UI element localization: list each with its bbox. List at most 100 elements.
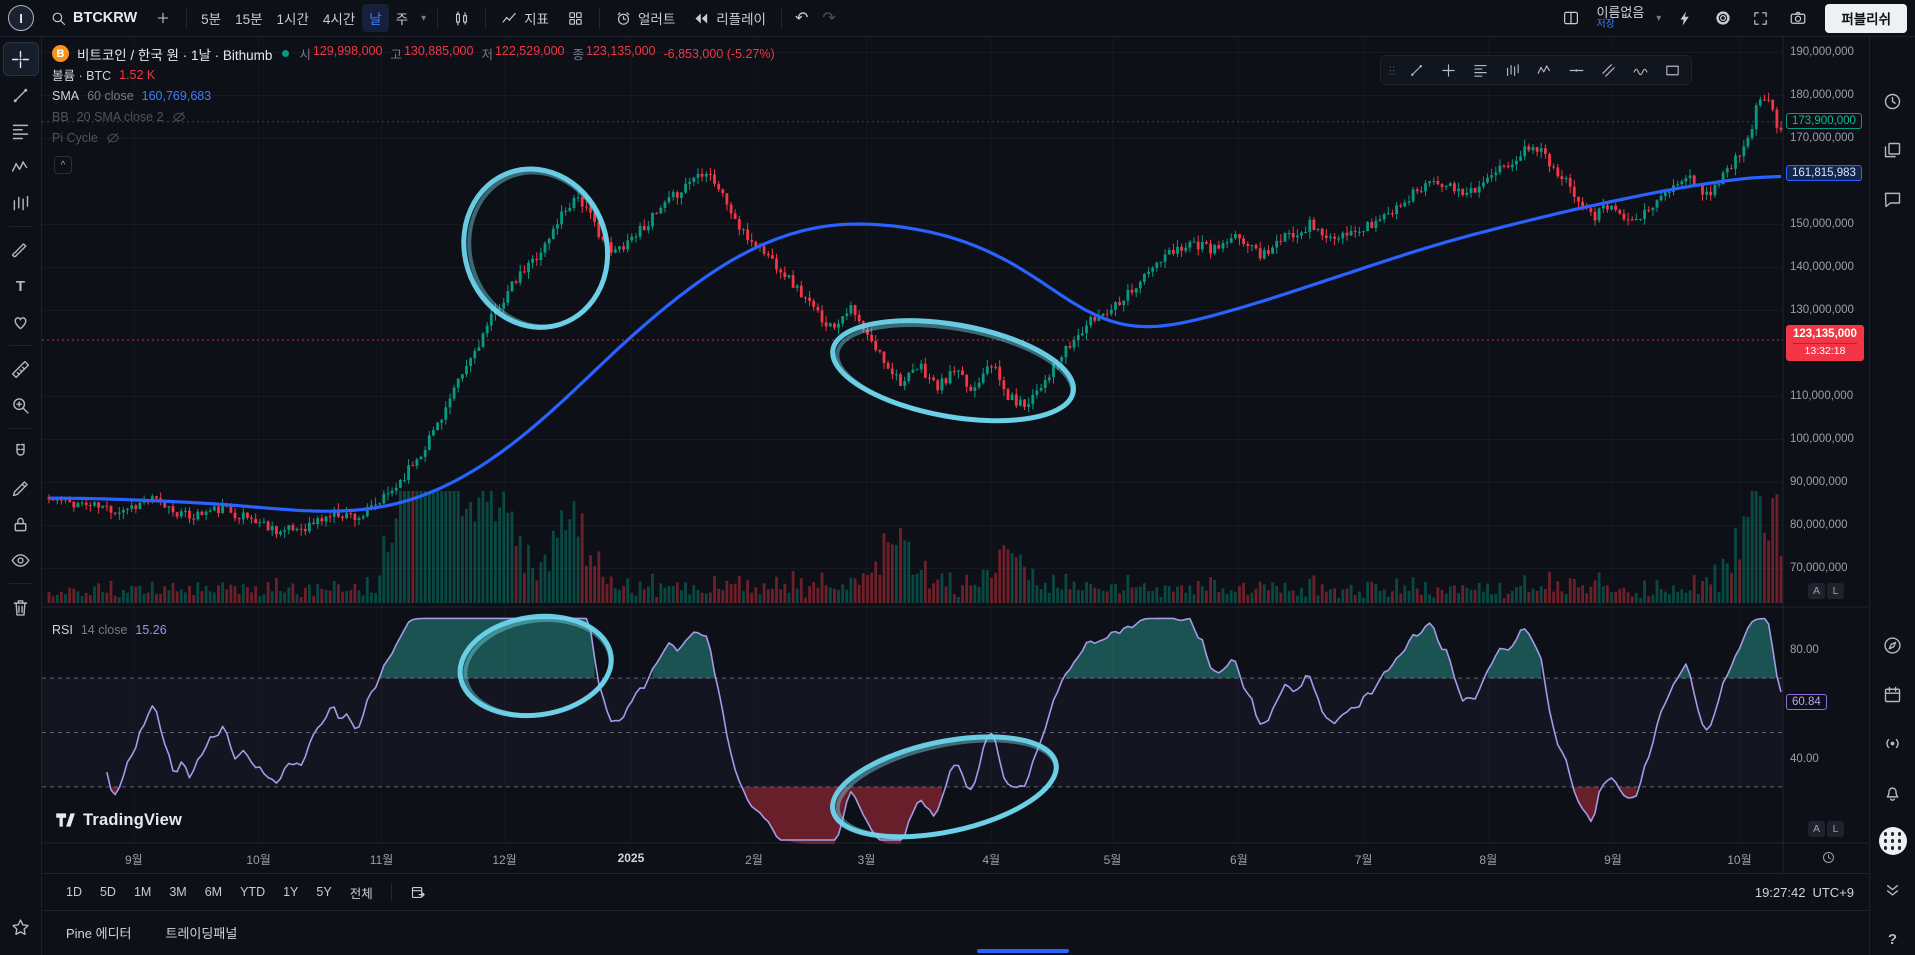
auto-scale-button[interactable]: A xyxy=(1808,583,1825,599)
fav-horizontal-line[interactable] xyxy=(1561,57,1591,83)
sidebar-streams[interactable] xyxy=(1876,727,1910,759)
rsi-label[interactable]: RSI xyxy=(52,622,73,637)
fav-wave-pattern[interactable] xyxy=(1529,57,1559,83)
layout-select-button[interactable] xyxy=(1554,4,1588,32)
alert-price-label: 173,900,000 xyxy=(1786,112,1862,129)
interval-button-5[interactable]: 날 xyxy=(362,4,389,32)
sidebar-calendar[interactable] xyxy=(1876,678,1910,710)
timezone-clock-icon[interactable] xyxy=(1821,850,1836,865)
layout-menu-button[interactable]: ▾ xyxy=(1652,13,1665,24)
fav-trend-line[interactable] xyxy=(1401,57,1431,83)
range-button-1M[interactable]: 1M xyxy=(126,882,159,902)
panel-resize-accent[interactable] xyxy=(977,949,1069,953)
range-button-5Y[interactable]: 5Y xyxy=(308,882,339,902)
symbol-title[interactable]: 비트코인 / 한국 원 · 1날 · Bithumb xyxy=(77,47,273,63)
measure-tool[interactable] xyxy=(4,353,38,385)
layout-name-button[interactable]: 이름없음 저장 xyxy=(1592,6,1648,30)
fav-bars-pattern[interactable] xyxy=(1497,57,1527,83)
zoom-tool[interactable] xyxy=(4,389,38,421)
emoji-tool[interactable] xyxy=(4,306,38,338)
fav-wave[interactable] xyxy=(1625,57,1655,83)
redo-button[interactable]: ↷ xyxy=(816,8,841,28)
eye-off-icon[interactable] xyxy=(106,131,120,145)
magnet-tool[interactable] xyxy=(4,436,38,468)
fullscreen-button[interactable] xyxy=(1744,4,1777,32)
sidebar-notifications[interactable] xyxy=(1876,776,1910,808)
sidebar-chat[interactable] xyxy=(1876,183,1910,215)
stay-in-drawing-mode-tool[interactable] xyxy=(4,472,38,504)
time-axis[interactable]: 9월 10월 11월 12월 2025 2월 3월 4월 5월 6월 7월 8월 9월 10월 xyxy=(42,843,1868,873)
auto-scale-button[interactable]: A xyxy=(1808,821,1825,837)
rsi-tick: 80.00 xyxy=(1790,644,1819,656)
log-scale-button[interactable]: L xyxy=(1827,821,1844,837)
sidebar-object-tree[interactable] xyxy=(1876,134,1910,166)
bb-label[interactable]: BB xyxy=(52,109,69,124)
sidebar-collapse[interactable] xyxy=(1876,874,1910,906)
fav-rectangle[interactable] xyxy=(1657,57,1687,83)
price-axis[interactable]: 190,000,000 180,000,000 170,000,000 150,000… xyxy=(1783,37,1868,873)
crosshair-tool[interactable] xyxy=(2,42,39,76)
sma-label[interactable]: SMA xyxy=(52,88,80,103)
volume-label[interactable]: 볼륨 · BTC xyxy=(52,69,112,83)
interval-menu-button[interactable]: ▾ xyxy=(417,13,430,24)
brush-tool[interactable] xyxy=(4,234,38,266)
eye-off-icon[interactable] xyxy=(172,110,186,124)
publish-button[interactable]: 퍼블리쉬 xyxy=(1825,3,1907,33)
chart-canvas[interactable] xyxy=(42,37,1868,873)
range-button-1D[interactable]: 1D xyxy=(58,882,90,902)
session-clock[interactable]: 19:27:42 xyxy=(1754,884,1806,900)
interval-button-3[interactable]: 1시간 xyxy=(270,4,316,32)
chart-type-button[interactable] xyxy=(445,4,478,32)
lock-drawings-tool[interactable] xyxy=(4,508,38,540)
pi-cycle-label[interactable]: Pi Cycle xyxy=(52,130,98,145)
range-button-전체[interactable]: 전체 xyxy=(342,880,381,905)
sidebar-help[interactable]: ? xyxy=(1876,923,1910,955)
pattern-tool[interactable] xyxy=(4,151,38,183)
interval-button-4[interactable]: 4시간 xyxy=(316,4,362,32)
range-button-YTD[interactable]: YTD xyxy=(232,882,273,902)
indicators-button[interactable]: 지표 xyxy=(493,4,557,32)
interval-button-2[interactable]: 15분 xyxy=(228,4,269,32)
timezone-label[interactable]: UTC+9 xyxy=(1812,884,1854,900)
fav-parallel-channel[interactable] xyxy=(1593,57,1623,83)
snapshot-button[interactable] xyxy=(1781,4,1815,32)
range-button-3M[interactable]: 3M xyxy=(161,882,194,902)
undo-button[interactable]: ↶ xyxy=(789,8,814,28)
trend-line-tool[interactable] xyxy=(4,79,38,111)
favorites-drawing-toolbar[interactable] xyxy=(1380,55,1692,85)
symbol-label: BTCKRW xyxy=(73,10,138,26)
sidebar-alerts[interactable] xyxy=(1876,85,1910,117)
favorites-star-button[interactable] xyxy=(4,911,38,943)
remove-drawings-tool[interactable] xyxy=(4,591,38,623)
range-button-6M[interactable]: 6M xyxy=(197,882,230,902)
text-tool[interactable]: T xyxy=(4,270,38,302)
compare-add-button[interactable] xyxy=(147,4,179,32)
alert-button[interactable]: 얼러트 xyxy=(607,4,683,32)
replay-button[interactable]: 리플레이 xyxy=(685,4,774,32)
symbol-search-button[interactable]: BTCKRW xyxy=(42,4,145,32)
interval-button-6[interactable]: 주 xyxy=(389,4,415,32)
indicator-templates-button[interactable] xyxy=(559,4,592,32)
sidebar-apps[interactable] xyxy=(1876,825,1910,857)
legend-collapse-button[interactable]: ^ xyxy=(54,156,72,174)
goto-date-button[interactable] xyxy=(402,878,435,906)
settings-button[interactable] xyxy=(1706,4,1740,32)
annotation-ellipses[interactable] xyxy=(443,150,1081,854)
panel-tab-2[interactable]: 트레이딩패널 xyxy=(166,923,238,942)
interval-button-1[interactable]: 5분 xyxy=(194,4,228,32)
fav-drag-handle[interactable] xyxy=(1385,57,1399,83)
fib-retracement-tool[interactable] xyxy=(4,115,38,147)
tradingview-logo[interactable]: TradingView xyxy=(54,809,182,831)
indicators-icon xyxy=(502,12,516,23)
panel-tab-1[interactable]: Pine 에디터 xyxy=(66,923,132,942)
range-button-5D[interactable]: 5D xyxy=(92,882,124,902)
fav-cross-line[interactable] xyxy=(1433,57,1463,83)
sidebar-explore[interactable] xyxy=(1876,629,1910,661)
hide-drawings-tool[interactable] xyxy=(4,544,38,576)
fav-fib-levels[interactable] xyxy=(1465,57,1495,83)
log-scale-button[interactable]: L xyxy=(1827,583,1844,599)
range-button-1Y[interactable]: 1Y xyxy=(275,882,306,902)
forecast-tool[interactable] xyxy=(4,187,38,219)
quick-search-button[interactable] xyxy=(1669,4,1702,32)
user-avatar[interactable]: I xyxy=(8,5,34,31)
